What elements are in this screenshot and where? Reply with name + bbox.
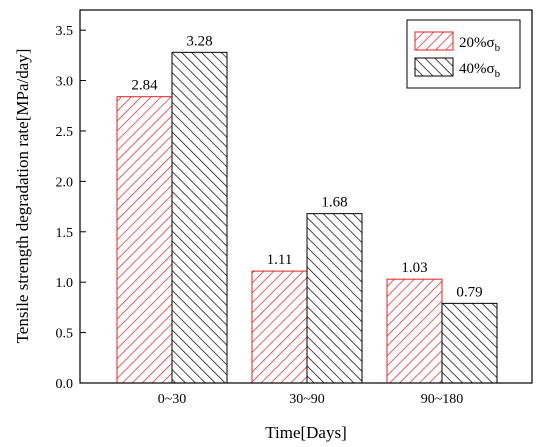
- legend: 20%σb 40%σb: [406, 19, 521, 89]
- x-tick-label: 90~180: [421, 392, 464, 407]
- data-label: 3.28: [186, 33, 212, 49]
- data-label: 1.68: [321, 195, 347, 211]
- y-tick-label: 2.0: [56, 175, 74, 190]
- bar-20-0: [116, 96, 173, 384]
- y-tick-label: 1.5: [56, 226, 74, 241]
- legend-swatch-20: [414, 31, 454, 51]
- legend-box: [406, 19, 521, 89]
- plot-frame: [79, 9, 533, 384]
- y-axis: 0.0 0.5 1.0 1.5 2.0 2.5 3.0 3.5: [56, 24, 86, 392]
- x-axis-title: Time[Days]: [265, 423, 347, 442]
- bar-40-1: [306, 213, 363, 384]
- y-tick-label: 3.0: [56, 75, 74, 90]
- bars-layer: [116, 51, 498, 384]
- bar-20-2: [386, 278, 443, 384]
- y-tick-label: 2.5: [56, 125, 74, 140]
- y-tick-label: 0.5: [56, 327, 74, 342]
- legend-label-20-main: 20%σ: [459, 35, 495, 51]
- x-tick-label: 30~90: [289, 392, 325, 407]
- data-labels-layer: 2.84 3.28 1.11 1.68 1.03 0.79: [131, 33, 482, 300]
- data-label: 2.84: [131, 78, 158, 94]
- legend-label-40-sub: b: [495, 68, 501, 80]
- x-axis: 0~30 30~90 90~180: [158, 377, 464, 407]
- data-label: 1.03: [401, 260, 427, 276]
- y-tick-label: 1.0: [56, 276, 74, 291]
- data-label: 1.11: [267, 252, 293, 268]
- legend-swatch-40: [414, 57, 454, 77]
- bar-20-1: [251, 270, 308, 384]
- legend-label-40-main: 40%σ: [459, 61, 495, 77]
- legend-label-20-sub: b: [495, 42, 501, 54]
- data-label: 0.79: [456, 284, 482, 300]
- x-tick-label: 0~30: [158, 392, 187, 407]
- legend-label-40: 40%σb: [459, 61, 501, 80]
- y-tick-label: 3.5: [56, 24, 74, 39]
- y-axis-title: Tensile strength degradation rate[MPa/da…: [13, 49, 32, 344]
- bar-40-0: [171, 51, 228, 384]
- legend-label-20: 20%σb: [459, 35, 501, 54]
- y-tick-label: 0.0: [56, 377, 74, 392]
- bar-40-2: [441, 302, 498, 384]
